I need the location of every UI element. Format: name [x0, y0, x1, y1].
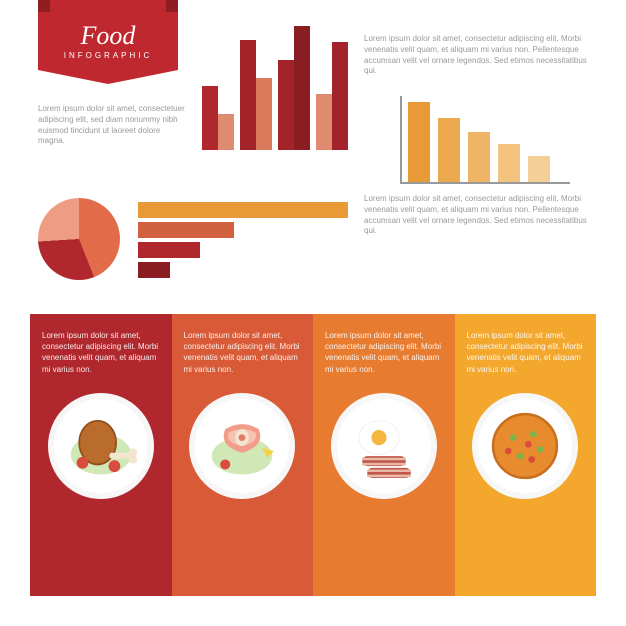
- bar: [294, 26, 310, 150]
- hbar: [138, 222, 234, 238]
- axis-y: [400, 96, 402, 184]
- bar: [438, 118, 460, 182]
- hbar: [138, 242, 200, 258]
- bar: [202, 86, 218, 150]
- panel-text: Lorem ipsum dolor sit amet, consectetur …: [184, 330, 302, 375]
- bar: [316, 94, 332, 150]
- panel-text: Lorem ipsum dolor sit amet, consectetur …: [467, 330, 585, 375]
- badge-subtitle: INFOGRAPHIC: [64, 51, 153, 60]
- bar: [240, 40, 256, 150]
- panel-text: Lorem ipsum dolor sit amet, consectetur …: [42, 330, 160, 375]
- food-panels: Lorem ipsum dolor sit amet, consectetur …: [30, 314, 596, 596]
- axis-x: [400, 182, 570, 184]
- bar: [218, 114, 234, 150]
- pie-chart: [38, 198, 120, 280]
- descending-bar-chart: [400, 96, 570, 184]
- bar: [528, 156, 550, 182]
- food-panel: Lorem ipsum dolor sit amet, consectetur …: [313, 314, 455, 596]
- food-plate: [472, 393, 578, 499]
- para-top-right: Lorem ipsum dolor sit amet, consectetur …: [364, 34, 589, 77]
- bar: [332, 42, 348, 150]
- bar-group: [316, 42, 348, 150]
- grouped-bar-chart: [202, 20, 352, 150]
- pie-and-hbars: [38, 186, 358, 296]
- food-panel: Lorem ipsum dolor sit amet, consectetur …: [30, 314, 172, 596]
- panel-text: Lorem ipsum dolor sit amet, consectetur …: [325, 330, 443, 375]
- badge-title: Food: [81, 23, 136, 49]
- para-mid-right: Lorem ipsum dolor sit amet, consectetur …: [364, 194, 589, 237]
- bar: [408, 102, 430, 182]
- title-badge: Food INFOGRAPHIC: [38, 0, 178, 70]
- para-left: Lorem ipsum dolor sit amet, consectetuer…: [38, 104, 188, 147]
- bar: [256, 78, 272, 150]
- chart2-bars: [408, 102, 550, 182]
- bar: [278, 60, 294, 150]
- badge-fold: [38, 0, 178, 12]
- food-plate: [48, 393, 154, 499]
- hbar: [138, 262, 170, 278]
- badge-body: Food INFOGRAPHIC: [38, 12, 178, 70]
- bar-group: [278, 26, 310, 150]
- hbar: [138, 202, 348, 218]
- bar: [468, 132, 490, 182]
- bar-group: [240, 40, 272, 150]
- bar-group: [202, 86, 234, 150]
- food-panel: Lorem ipsum dolor sit amet, consectetur …: [172, 314, 314, 596]
- food-panel: Lorem ipsum dolor sit amet, consectetur …: [455, 314, 597, 596]
- food-plate: [189, 393, 295, 499]
- bar: [498, 144, 520, 182]
- food-plate: [331, 393, 437, 499]
- horizontal-bars: [138, 202, 348, 278]
